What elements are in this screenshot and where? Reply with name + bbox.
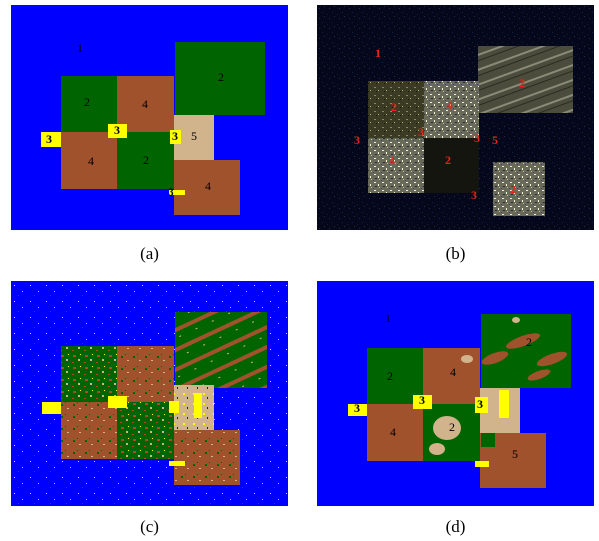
label-a-12: 3 (169, 187, 174, 198)
label-d-6: 3 (419, 393, 425, 407)
label-b-6: 3 (418, 125, 424, 139)
label-b-1: 1 (375, 46, 381, 60)
label-a-2: 2 (218, 70, 224, 84)
label-a-7: 3 (172, 129, 178, 143)
caption-a: (a) (140, 244, 159, 263)
label-a-4: 4 (142, 97, 148, 111)
label-b-9: 2 (445, 153, 451, 167)
label-a-6: 3 (114, 123, 120, 137)
panel-d-refined-classification: 1 2 2 4 3 3 3 2 4 5 (317, 281, 594, 506)
label-a-3: 2 (84, 95, 90, 109)
label-d-8: 2 (449, 420, 455, 434)
label-d-7: 3 (477, 397, 483, 411)
label-a-10: 2 (143, 153, 149, 167)
label-b-10: 4 (389, 153, 395, 167)
label-b-3: 4 (447, 98, 453, 112)
label-b-11: 3 (471, 188, 477, 202)
caption-c: (c) (140, 517, 159, 536)
panel-b-sar-image: 1 2 4 2 3 3 3 5 2 4 3 2 (317, 5, 594, 230)
label-a-1: 1 (77, 41, 83, 55)
panel-c-noisy-classification (11, 281, 288, 506)
label-d-3: 2 (387, 369, 393, 383)
caption-d: (d) (445, 517, 466, 536)
label-a-11: 4 (205, 179, 211, 193)
label-b-8: 5 (492, 133, 498, 147)
label-b-2: 2 (391, 100, 397, 114)
label-d-2: 2 (526, 335, 532, 349)
label-b-7: 3 (474, 131, 480, 145)
label-d-1: 1 (385, 311, 391, 325)
label-a-5: 3 (46, 132, 52, 146)
label-b-12: 2 (510, 182, 516, 196)
panel-a-ground-truth: 1 2 2 4 3 3 3 5 4 2 4 3 (11, 5, 288, 230)
label-b-5: 3 (354, 133, 360, 147)
label-b-4: 2 (519, 76, 525, 90)
label-d-4: 4 (450, 365, 456, 379)
label-a-9: 4 (88, 154, 94, 168)
label-d-9: 4 (390, 425, 396, 439)
label-d-5: 3 (354, 401, 360, 415)
caption-b: (b) (445, 244, 466, 263)
label-d-10: 5 (512, 447, 518, 461)
label-a-8: 5 (191, 129, 197, 143)
